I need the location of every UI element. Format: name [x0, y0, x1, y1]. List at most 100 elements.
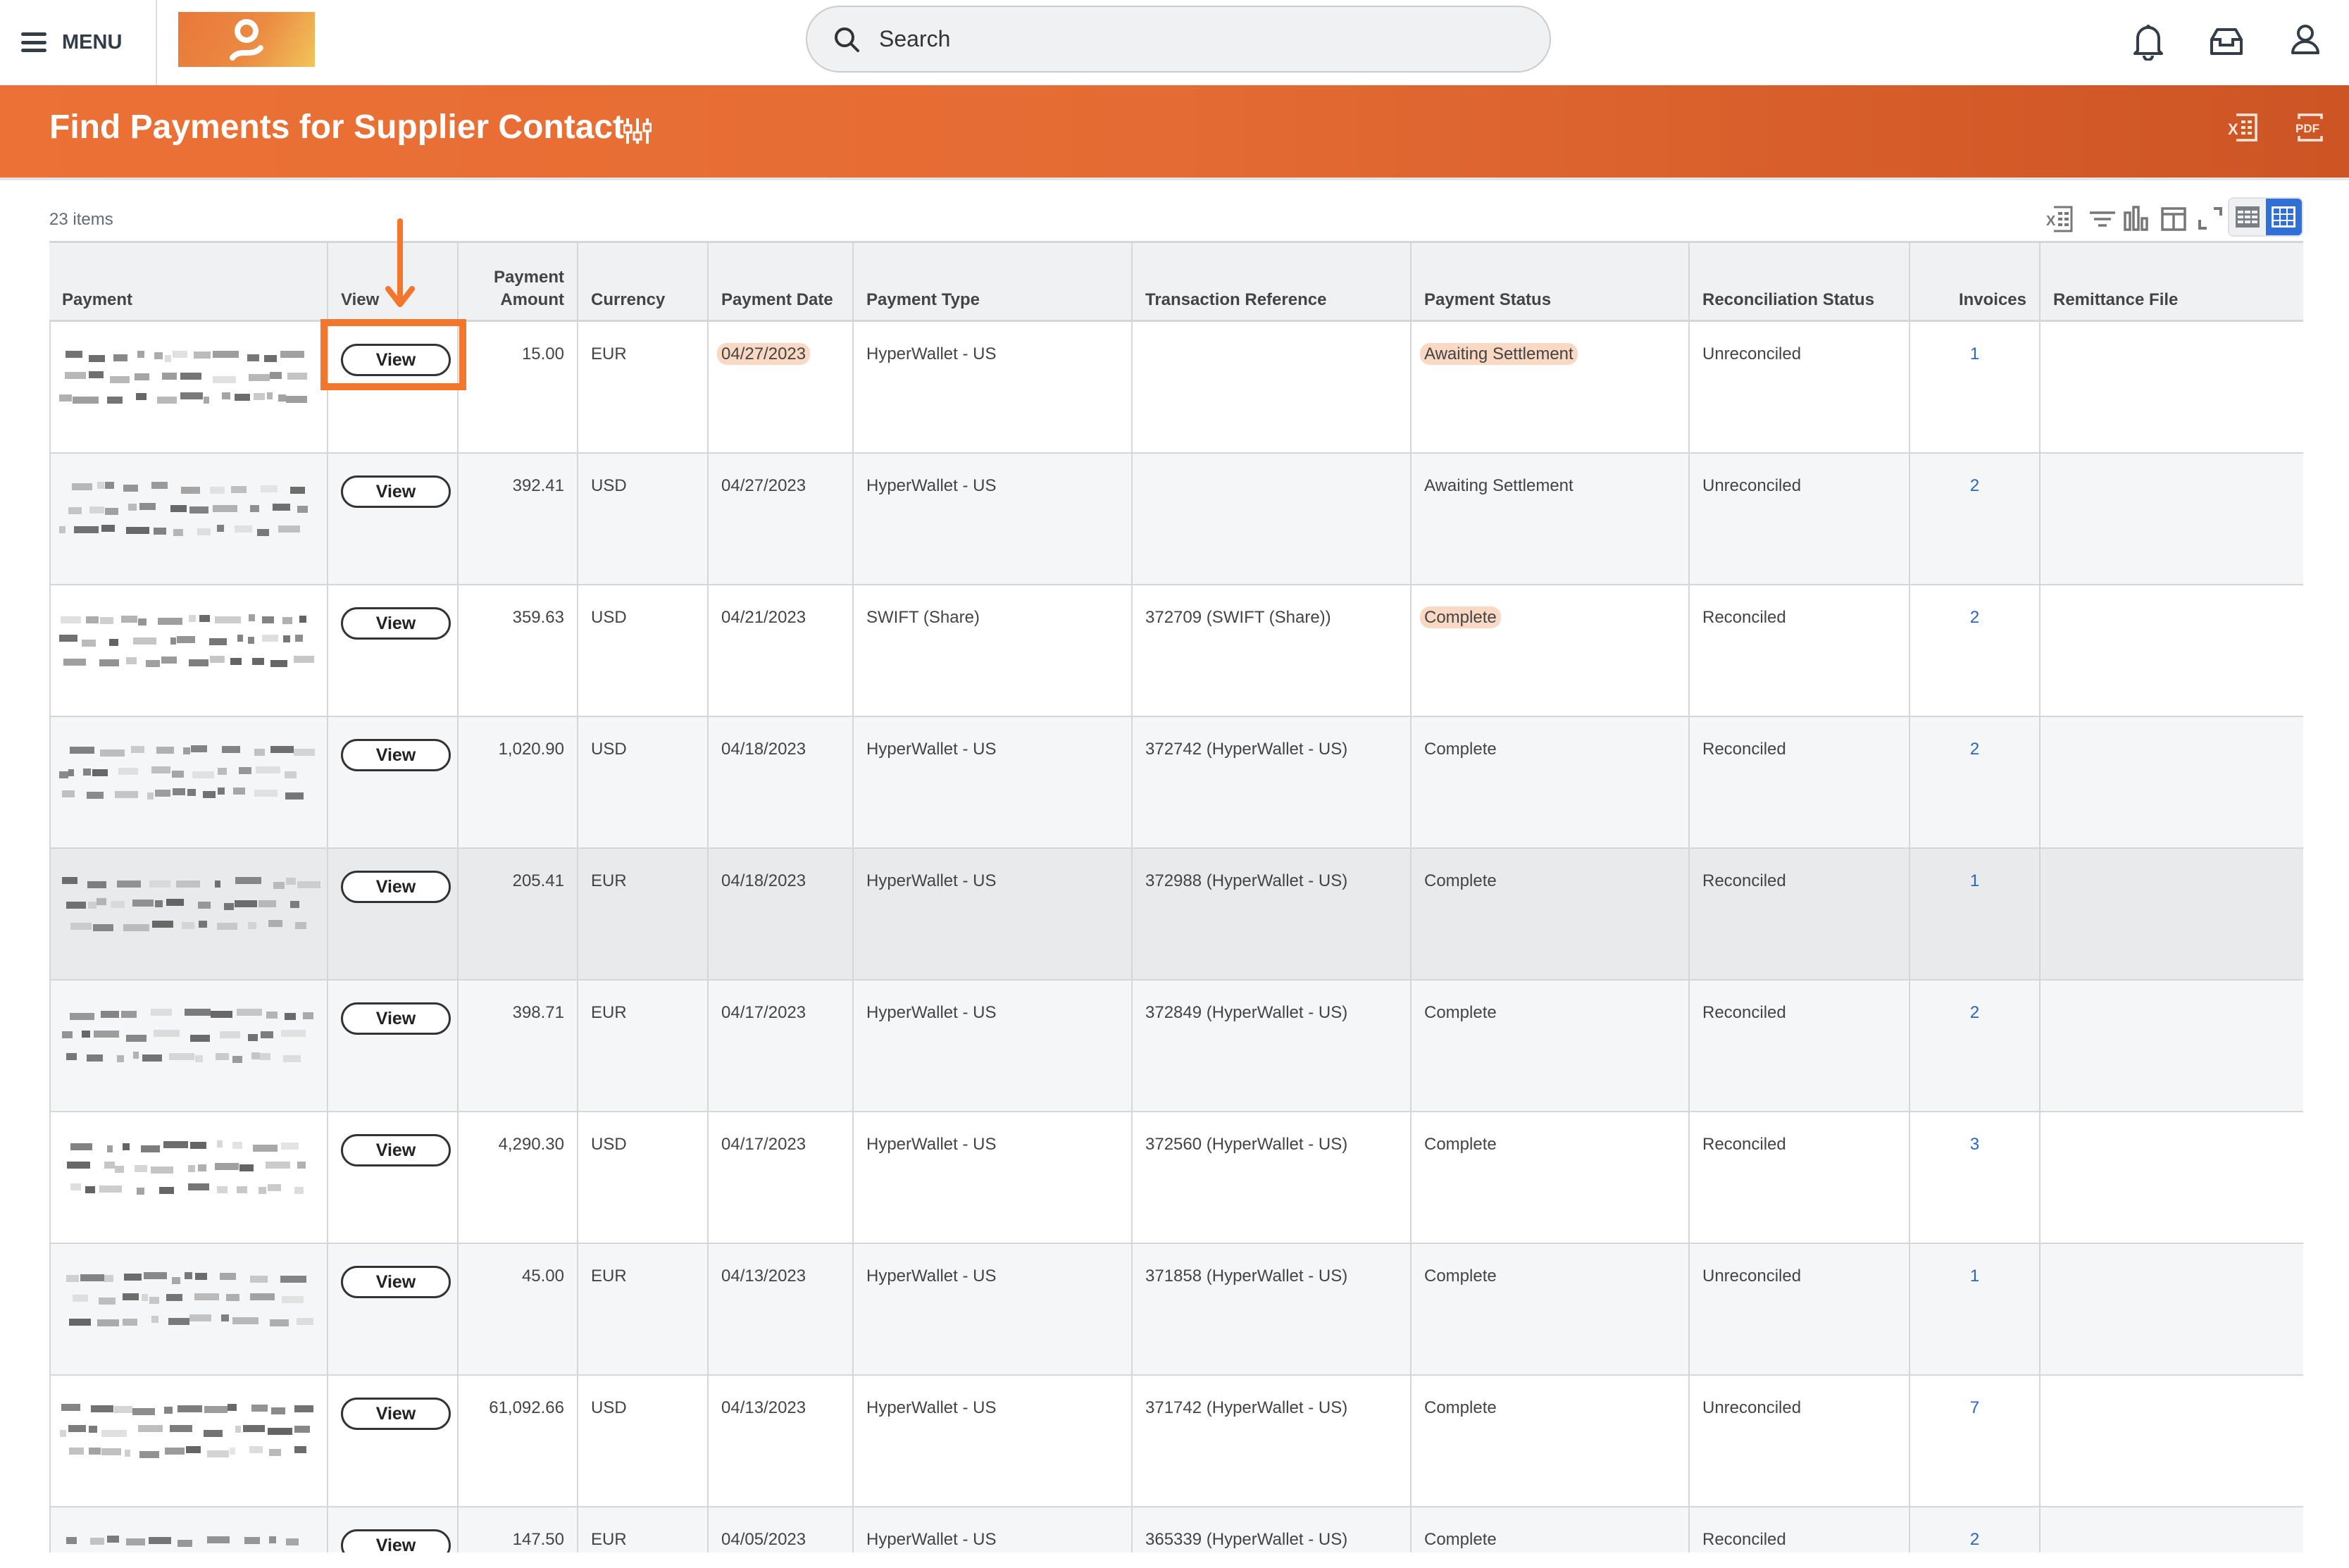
view-button[interactable]: View — [341, 344, 451, 376]
column-header-payment-status[interactable]: Payment Status — [1410, 243, 1688, 320]
redacted-block — [147, 792, 154, 799]
payment-status-value: Complete — [1424, 1398, 1497, 1417]
cell-invoices[interactable]: 2 — [1909, 717, 2039, 847]
invoices-value[interactable]: 1 — [1969, 871, 1980, 890]
table-row[interactable]: View 359.63 USD 04/21/2023 SWIFT (Share) 3727… — [49, 585, 2303, 717]
column-header-remittance-file[interactable]: Remittance File — [2039, 243, 2303, 320]
table-header: Payment View Payment Amount Currency Payment… — [49, 243, 2303, 322]
redacted-block — [173, 351, 187, 358]
cell-invoices[interactable]: 7 — [1909, 1376, 2039, 1506]
search-input[interactable]: Search — [806, 6, 1551, 73]
cell-transaction-reference: 372849 (HyperWallet - US) — [1131, 981, 1410, 1111]
invoices-value[interactable]: 7 — [1969, 1398, 1980, 1417]
redacted-block — [297, 1162, 306, 1169]
grid-view-button[interactable] — [2265, 199, 2302, 235]
chart-icon[interactable] — [2124, 199, 2152, 237]
table-row[interactable]: View 398.71 EUR 04/17/2023 HyperWallet - US 3… — [49, 981, 2303, 1112]
view-button[interactable]: View — [341, 1398, 451, 1430]
redacted-block — [156, 747, 174, 754]
redacted-block — [154, 1030, 180, 1037]
table-row[interactable]: View 1,020.90 USD 04/18/2023 HyperWallet - U… — [49, 717, 2303, 849]
bell-icon[interactable] — [2131, 21, 2166, 61]
table-row[interactable]: View 392.41 USD 04/27/2023 HyperWallet - US A… — [49, 454, 2303, 585]
cell-invoices[interactable]: 2 — [1909, 454, 2039, 584]
view-button[interactable]: View — [341, 739, 451, 771]
filter-settings-icon[interactable] — [623, 117, 652, 145]
user-icon[interactable] — [2288, 21, 2323, 61]
view-button[interactable]: View — [341, 1002, 451, 1035]
view-toggle[interactable] — [2228, 197, 2303, 237]
cell-reconciliation-status: Reconciled — [1688, 981, 1909, 1111]
view-button[interactable]: View — [341, 1529, 451, 1553]
redacted-block — [195, 1273, 207, 1280]
column-header-payment-date[interactable]: Payment Date — [707, 243, 852, 320]
view-button[interactable]: View — [341, 1134, 451, 1166]
table-row[interactable]: View 15.00 EUR 04/27/2023 HyperWallet - US Aw… — [49, 322, 2303, 454]
redacted-block — [177, 1405, 202, 1412]
filter-icon[interactable] — [2088, 199, 2117, 237]
cell-payment-amount: 4,290.30 — [457, 1112, 577, 1243]
redacted-block — [297, 881, 320, 888]
table-row[interactable]: View 147.50 EUR 04/05/2023 HyperWallet - US 3… — [49, 1507, 2303, 1553]
invoices-value[interactable]: 2 — [1969, 1530, 1980, 1549]
cell-invoices[interactable]: 1 — [1909, 1244, 2039, 1374]
invoices-value[interactable]: 2 — [1969, 476, 1980, 495]
cell-invoices[interactable]: 1 — [1909, 849, 2039, 979]
table-row[interactable]: View 61,092.66 USD 04/13/2023 HyperWallet - … — [49, 1376, 2303, 1507]
redacted-block — [111, 901, 125, 908]
column-header-transaction-reference[interactable]: Transaction Reference — [1131, 243, 1410, 320]
excel-export-icon[interactable]: X — [2228, 112, 2259, 143]
column-header-reconciliation-status[interactable]: Reconciliation Status — [1688, 243, 1909, 320]
cell-payment-status: Complete — [1410, 849, 1688, 979]
column-header-invoices[interactable]: Invoices — [1909, 243, 2039, 320]
table-row[interactable]: View 4,290.30 USD 04/17/2023 HyperWallet - U… — [49, 1112, 2303, 1244]
invoices-value[interactable]: 2 — [1969, 1003, 1980, 1022]
transaction-reference-value: 371742 (HyperWallet - US) — [1145, 1398, 1348, 1417]
view-button[interactable]: View — [341, 607, 451, 640]
column-header-payment[interactable]: Payment — [62, 290, 133, 309]
redacted-block — [181, 487, 200, 494]
cell-invoices[interactable]: 2 — [1909, 1507, 2039, 1553]
column-header-payment-amount[interactable]: Payment Amount — [457, 243, 577, 320]
column-header-view[interactable]: View — [327, 243, 457, 320]
menu-button[interactable]: MENU — [21, 21, 122, 63]
payment-status-value: Complete — [1424, 871, 1497, 890]
redacted-block — [141, 1145, 160, 1152]
invoices-value[interactable]: 1 — [1969, 344, 1980, 363]
redacted-block — [89, 506, 104, 514]
currency-value: USD — [591, 1398, 627, 1417]
redacted-block — [188, 1165, 195, 1172]
redacted-block — [192, 771, 214, 778]
column-header-currency[interactable]: Currency — [577, 243, 707, 320]
cell-invoices[interactable]: 2 — [1909, 585, 2039, 716]
redacted-block — [85, 1186, 95, 1193]
redacted-block — [250, 1293, 275, 1300]
redacted-block — [136, 393, 147, 400]
pdf-export-icon[interactable]: PDF — [2295, 112, 2326, 143]
payment-status-value: Complete — [1424, 1003, 1497, 1022]
redacted-block — [65, 372, 86, 379]
invoices-value[interactable]: 3 — [1969, 1135, 1980, 1154]
column-header-payment-type[interactable]: Payment Type — [852, 243, 1131, 320]
invoices-value[interactable]: 2 — [1969, 608, 1980, 627]
view-button[interactable]: View — [341, 871, 451, 903]
table-view-button[interactable] — [2229, 199, 2266, 235]
company-logo[interactable] — [178, 12, 315, 67]
view-button[interactable]: View — [341, 1266, 451, 1298]
table-row[interactable]: View 45.00 EUR 04/13/2023 HyperWallet - US 37… — [49, 1244, 2303, 1376]
fullscreen-icon[interactable] — [2197, 199, 2225, 237]
table-row[interactable]: View 205.41 EUR 04/18/2023 HyperWallet - US 3… — [49, 849, 2303, 981]
cell-invoices[interactable]: 3 — [1909, 1112, 2039, 1243]
excel-export-icon[interactable]: X — [2046, 199, 2074, 237]
view-button[interactable]: View — [341, 475, 451, 508]
invoices-value[interactable]: 1 — [1969, 1267, 1980, 1286]
redacted-block — [123, 1319, 137, 1326]
column-layout-icon[interactable] — [2160, 199, 2188, 237]
cell-payment-type: HyperWallet - US — [852, 1507, 1131, 1553]
invoices-value[interactable]: 2 — [1969, 740, 1980, 759]
redacted-block — [70, 1143, 92, 1150]
cell-invoices[interactable]: 1 — [1909, 322, 2039, 452]
redacted-block — [170, 505, 187, 512]
cell-invoices[interactable]: 2 — [1909, 981, 2039, 1111]
inbox-icon[interactable] — [2209, 21, 2244, 61]
